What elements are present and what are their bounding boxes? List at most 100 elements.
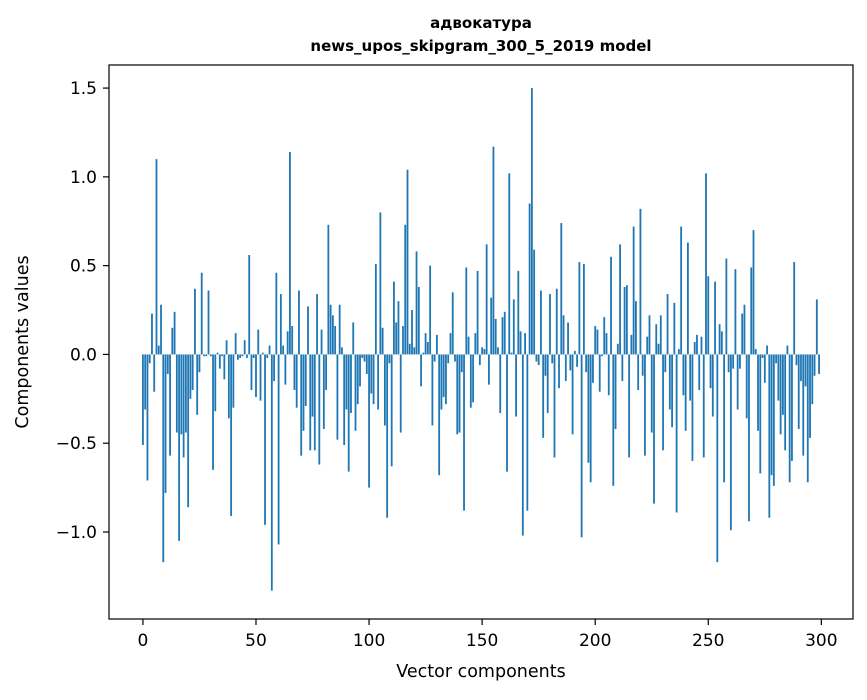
bar-component-247 — [700, 336, 703, 355]
bar-component-273 — [759, 354, 762, 474]
bar-component-80 — [322, 354, 325, 430]
bar-component-155 — [492, 146, 495, 355]
bar-component-31 — [212, 354, 214, 470]
bar-component-225 — [650, 354, 653, 433]
bar-component-112 — [395, 322, 398, 355]
bar-component-50 — [255, 354, 257, 398]
bar-component-244 — [693, 342, 696, 355]
bar-component-103 — [374, 263, 377, 355]
bar-component-18 — [182, 354, 185, 458]
chart-title: адвокатура — [430, 14, 532, 32]
bar-component-278 — [770, 354, 773, 476]
bar-component-66 — [291, 326, 294, 355]
bar-component-230 — [662, 354, 664, 451]
bar-component-286 — [788, 354, 791, 483]
chart-subtitle: news_upos_skipgram_300_5_2019 model — [310, 37, 651, 55]
bar-component-132 — [440, 354, 443, 410]
bar-component-267 — [745, 354, 748, 419]
bar-component-143 — [465, 267, 468, 355]
bar-component-96 — [359, 354, 361, 387]
bar-component-14 — [173, 311, 176, 355]
bar-component-157 — [497, 347, 499, 355]
bar-component-255 — [718, 324, 721, 355]
bar-component-179 — [546, 354, 549, 414]
bar-component-62 — [282, 345, 285, 355]
bar-component-93 — [352, 322, 355, 355]
bar-component-146 — [472, 354, 474, 403]
bar-component-252 — [711, 354, 714, 417]
bar-component-102 — [372, 354, 375, 405]
bar-component-183 — [555, 288, 558, 355]
bar-component-138 — [454, 354, 456, 362]
bar-component-116 — [404, 224, 407, 355]
bar-component-238 — [680, 226, 683, 355]
bar-component-68 — [295, 354, 298, 408]
bar-component-161 — [506, 354, 508, 472]
bar-component-29 — [207, 290, 210, 355]
bar-component-115 — [402, 326, 404, 355]
bar-component-282 — [779, 354, 782, 435]
bar-component-94 — [354, 354, 357, 431]
bar-component-144 — [467, 336, 470, 355]
bar-component-35 — [221, 354, 223, 357]
bar-component-197 — [587, 354, 590, 463]
bar-component-263 — [736, 354, 739, 410]
bar-component-297 — [813, 354, 816, 376]
bar-component-166 — [517, 270, 520, 355]
bar-component-248 — [702, 354, 705, 458]
bar-component-8 — [160, 304, 162, 355]
bar-component-242 — [689, 354, 692, 401]
bar-component-258 — [725, 258, 728, 355]
bar-component-82 — [327, 224, 330, 355]
bar-component-296 — [811, 354, 814, 405]
bar-component-149 — [478, 354, 481, 366]
bar-component-261 — [732, 354, 735, 369]
bar-component-212 — [621, 354, 624, 382]
bar-component-56 — [268, 345, 271, 355]
bar-component-111 — [393, 281, 395, 355]
bar-component-162 — [508, 173, 511, 355]
bar-component-81 — [325, 354, 327, 390]
bar-component-187 — [564, 354, 567, 382]
y-axis-ticks: −1.0 −0.5 0.0 0.5 1.0 1.5 — [56, 79, 109, 543]
bar-component-26 — [200, 272, 203, 355]
bar-component-106 — [381, 327, 384, 355]
bar-component-159 — [501, 317, 504, 355]
bar-component-5 — [153, 354, 156, 392]
bar-component-196 — [585, 354, 588, 373]
bar-component-109 — [388, 354, 391, 364]
bar-component-120 — [413, 347, 416, 355]
bar-component-12 — [169, 354, 171, 456]
bar-component-246 — [698, 354, 701, 390]
bar-component-243 — [691, 354, 694, 461]
bar-component-214 — [625, 285, 628, 355]
y-tick-label: 0.0 — [70, 345, 97, 365]
x-tick-label: 100 — [353, 631, 385, 651]
bar-component-193 — [578, 262, 581, 355]
bar-component-256 — [720, 331, 723, 355]
bar-component-88 — [341, 347, 343, 355]
bar-component-105 — [379, 212, 382, 355]
bar-component-272 — [757, 354, 759, 431]
bar-component-20 — [187, 354, 190, 508]
bar-component-283 — [781, 354, 784, 415]
bar-component-235 — [673, 302, 676, 355]
bar-component-127 — [429, 265, 432, 355]
bar-component-54 — [264, 354, 266, 525]
bar-component-22 — [191, 354, 194, 390]
bar-component-274 — [761, 354, 764, 358]
bar-component-11 — [166, 354, 169, 374]
bar-component-55 — [266, 354, 269, 358]
bar-component-240 — [684, 354, 687, 431]
bar-component-227 — [655, 324, 658, 355]
bar-component-208 — [612, 354, 615, 486]
bar-component-23 — [194, 288, 196, 355]
bar-component-40 — [232, 354, 235, 408]
bar-component-291 — [800, 354, 802, 382]
bar-component-250 — [707, 276, 710, 355]
bar-component-276 — [766, 345, 768, 355]
bar-component-269 — [750, 267, 753, 355]
bar-component-213 — [623, 286, 626, 355]
bar-component-210 — [616, 343, 619, 355]
